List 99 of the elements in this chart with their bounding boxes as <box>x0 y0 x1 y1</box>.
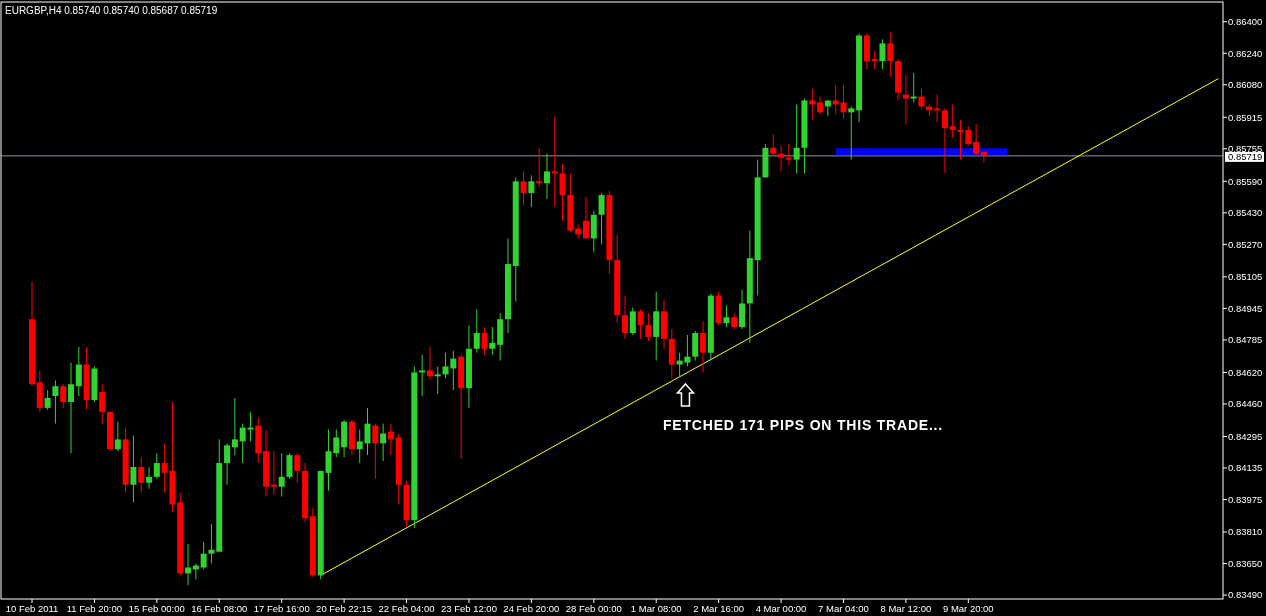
candlestick <box>637 308 644 340</box>
y-tick-label: 0.83810 <box>1228 526 1263 538</box>
candlestick <box>559 163 566 222</box>
y-tick-label: 0.84620 <box>1228 366 1263 378</box>
y-tick-label: 0.86240 <box>1228 47 1263 59</box>
candlestick <box>294 452 301 484</box>
candlestick <box>75 346 82 397</box>
x-tick-label: 20 Feb 22:15 <box>316 603 373 614</box>
x-tick-label: 23 Feb 12:00 <box>440 603 497 614</box>
x-tick-label: 4 Mar 00:00 <box>755 603 807 614</box>
candlestick <box>645 312 652 342</box>
chart-title: EURGBP,H4 0.85740 0.85740 0.85687 0.85719 <box>5 5 218 16</box>
x-tick-label: 7 Mar 04:00 <box>818 603 869 614</box>
candlestick <box>793 103 800 174</box>
x-tick-label: 24 Feb 20:00 <box>503 603 560 614</box>
candlestick <box>286 452 293 480</box>
candlestick <box>520 170 527 206</box>
candlestick <box>200 541 207 570</box>
y-tick-label: 0.84785 <box>1228 334 1263 346</box>
candlestick <box>356 429 363 464</box>
candlestick <box>130 434 137 503</box>
x-tick-label: 11 Feb 20:00 <box>66 603 123 614</box>
candlestick <box>980 151 987 163</box>
candlestick <box>778 145 785 172</box>
candlestick <box>902 74 909 125</box>
y-tick-label: 0.85590 <box>1228 175 1263 187</box>
candlestick <box>700 320 707 373</box>
x-tick-label: 15 Feb 00:00 <box>128 603 185 614</box>
ref-line-label: 0.85719 <box>1228 151 1263 163</box>
candlestick <box>153 452 160 480</box>
y-tick-label: 0.85430 <box>1228 207 1263 219</box>
candlestick <box>138 456 145 494</box>
y-tick-label: 0.83975 <box>1228 493 1263 505</box>
y-tick-label: 0.84135 <box>1228 462 1263 474</box>
candlestick <box>590 210 597 253</box>
candlestick <box>364 407 371 456</box>
candlestick <box>372 423 379 480</box>
candlestick <box>934 94 941 123</box>
candlestick <box>52 379 59 425</box>
candlestick <box>785 143 792 167</box>
candlestick <box>622 295 628 340</box>
candlestick <box>481 326 488 356</box>
x-tick-label: 22 Feb 04:00 <box>378 603 435 614</box>
y-tick-label: 0.85915 <box>1228 111 1263 123</box>
candlestick <box>949 103 956 139</box>
candlestick <box>879 38 886 70</box>
x-tick-label: 9 Mar 20:00 <box>942 603 994 614</box>
candlestick <box>185 543 192 586</box>
candlestick <box>692 330 699 362</box>
x-tick-label: 10 Feb 2011 <box>5 603 59 614</box>
candlestick <box>146 466 153 490</box>
y-tick-label: 0.85270 <box>1228 238 1263 250</box>
candlestick <box>848 105 855 161</box>
x-tick-label: 1 Mar 08:00 <box>630 603 682 614</box>
candlestick <box>770 133 777 157</box>
candlestick <box>419 354 426 397</box>
candlestick <box>910 72 917 103</box>
y-tick-label: 0.85105 <box>1228 271 1263 283</box>
x-tick-label: 8 Mar 12:00 <box>880 603 932 614</box>
candlestick <box>739 289 746 330</box>
candlestick <box>44 389 51 411</box>
candlestick <box>270 450 277 496</box>
candlestick <box>68 362 75 454</box>
candlestick <box>114 421 121 452</box>
candlestick <box>536 147 543 188</box>
candlestick <box>887 31 894 78</box>
x-tick-label: 2 Mar 16:00 <box>693 603 744 614</box>
y-tick-label: 0.84945 <box>1228 302 1263 314</box>
annotation: FETCHED 171 PIPS ON THIS TRADE... <box>663 417 943 433</box>
y-tick-label: 0.83650 <box>1228 557 1263 569</box>
candlestick <box>278 452 285 498</box>
candlestick <box>208 523 215 565</box>
candlestick <box>231 397 238 456</box>
candlestick <box>528 174 535 208</box>
candlestick <box>941 107 948 174</box>
candlestick <box>918 88 925 109</box>
y-tick-label: 0.86400 <box>1228 16 1263 28</box>
candlestick <box>723 304 730 328</box>
y-tick-label: 0.84295 <box>1228 430 1263 442</box>
y-tick-label: 0.84460 <box>1228 398 1263 410</box>
candlestick <box>551 115 558 208</box>
candlestick <box>426 346 433 381</box>
candlestick <box>434 366 441 395</box>
x-tick-label: 16 Feb 08:00 <box>191 603 248 614</box>
candlestick <box>598 192 605 245</box>
candlestick <box>60 383 67 409</box>
x-tick-label: 17 Feb 16:00 <box>253 603 310 614</box>
x-tick-label: 28 Feb 00:00 <box>565 603 622 614</box>
candlestick <box>99 383 106 425</box>
candlestick <box>629 306 636 336</box>
candlestick <box>973 123 980 157</box>
candlestick <box>224 442 231 486</box>
candlestick <box>380 423 387 462</box>
y-tick-label: 0.83490 <box>1228 589 1263 601</box>
candlestick <box>543 153 550 200</box>
candlestick <box>473 308 480 354</box>
candlestick <box>489 326 496 356</box>
y-tick-label: 0.86080 <box>1228 79 1263 91</box>
candlestick <box>582 196 589 239</box>
